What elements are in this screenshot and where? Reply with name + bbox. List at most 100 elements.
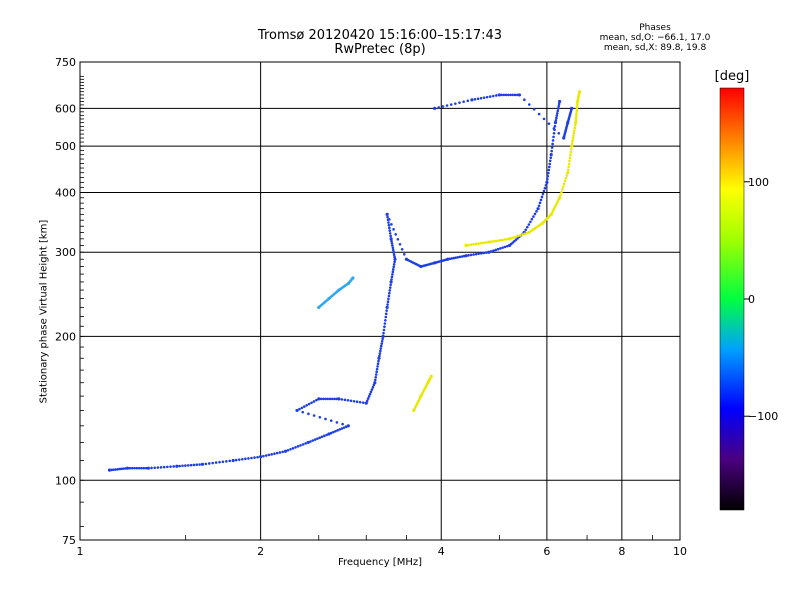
y-tick-label: 75	[62, 534, 76, 547]
data-point	[570, 106, 574, 110]
data-point	[575, 104, 579, 108]
data-point	[169, 465, 172, 468]
data-point	[135, 466, 139, 470]
data-point	[318, 415, 322, 419]
data-point	[375, 367, 379, 371]
data-point	[198, 463, 201, 466]
data-point	[376, 362, 380, 365]
data-point	[343, 398, 347, 402]
data-point	[508, 237, 512, 241]
data-point	[575, 107, 579, 110]
colorbar-ticks: 100 0 −100	[744, 176, 778, 423]
data-point	[573, 129, 576, 132]
data-point	[286, 448, 290, 452]
data-point	[492, 240, 495, 243]
data-point	[195, 463, 199, 467]
data-point	[574, 121, 578, 125]
data-point	[250, 456, 253, 460]
data-point	[380, 342, 384, 345]
data-point	[337, 397, 341, 401]
data-point	[388, 226, 391, 230]
data-point	[386, 303, 389, 306]
data-point	[472, 253, 475, 256]
data-point	[527, 103, 531, 106]
data-point	[484, 241, 488, 244]
data-point	[299, 444, 302, 447]
data-point	[564, 176, 568, 180]
data-point	[400, 247, 404, 251]
data-point	[192, 463, 196, 467]
data-point	[330, 397, 334, 401]
data-point	[387, 294, 391, 298]
data-point	[485, 95, 489, 99]
data-point	[512, 236, 516, 239]
data-point	[204, 462, 208, 466]
data-point	[140, 466, 143, 470]
data-point	[558, 99, 562, 104]
data-point	[352, 399, 356, 403]
data-point	[307, 412, 310, 416]
data-point	[548, 162, 552, 166]
data-point	[393, 255, 396, 259]
data-point	[469, 243, 473, 246]
data-point	[270, 453, 273, 456]
data-point	[573, 123, 577, 127]
data-point	[142, 466, 146, 470]
data-point	[555, 114, 559, 117]
data-point	[294, 446, 297, 449]
data-point	[341, 422, 344, 426]
data-point	[396, 238, 400, 241]
data-point	[458, 255, 462, 259]
data-point	[388, 291, 391, 295]
data-point	[283, 449, 288, 453]
data-point	[381, 337, 384, 341]
data-point	[231, 458, 235, 463]
data-point	[494, 239, 497, 243]
data-point	[211, 461, 215, 465]
data-point	[530, 217, 534, 221]
data-point	[573, 126, 577, 130]
data-point	[516, 234, 520, 238]
data-point	[529, 220, 532, 224]
data-point	[544, 183, 548, 187]
data-point	[517, 93, 522, 97]
data-point	[262, 454, 265, 458]
data-point	[295, 408, 299, 413]
data-point	[247, 457, 250, 460]
colorbar-tick-label: −100	[748, 410, 778, 423]
data-point	[476, 97, 480, 101]
data-point	[385, 309, 388, 312]
data-point	[567, 162, 571, 166]
data-point	[386, 215, 389, 219]
data-point	[515, 93, 519, 97]
data-point	[391, 246, 395, 250]
data-point	[358, 400, 362, 404]
data-point	[479, 96, 483, 100]
data-point	[575, 111, 578, 115]
data-point	[574, 118, 578, 122]
data-point	[472, 243, 475, 246]
data-point	[541, 192, 545, 196]
data-point	[552, 132, 556, 135]
data-point	[546, 174, 550, 178]
data-point	[146, 466, 150, 470]
data-point	[166, 465, 169, 469]
data-point	[379, 344, 383, 348]
data-point	[494, 248, 497, 252]
data-point	[450, 257, 454, 260]
data-point	[402, 252, 406, 256]
data-point	[521, 233, 524, 236]
data-point	[568, 156, 572, 160]
data-point	[207, 462, 211, 465]
data-point	[503, 245, 507, 249]
data-point	[542, 117, 546, 121]
data-point	[389, 234, 392, 238]
data-point	[482, 241, 486, 245]
data-point	[558, 196, 562, 200]
data-point	[537, 204, 541, 208]
data-point	[445, 104, 449, 107]
data-point	[228, 459, 232, 463]
data-point	[489, 250, 493, 253]
data-point	[153, 466, 156, 470]
data-point	[273, 452, 276, 456]
